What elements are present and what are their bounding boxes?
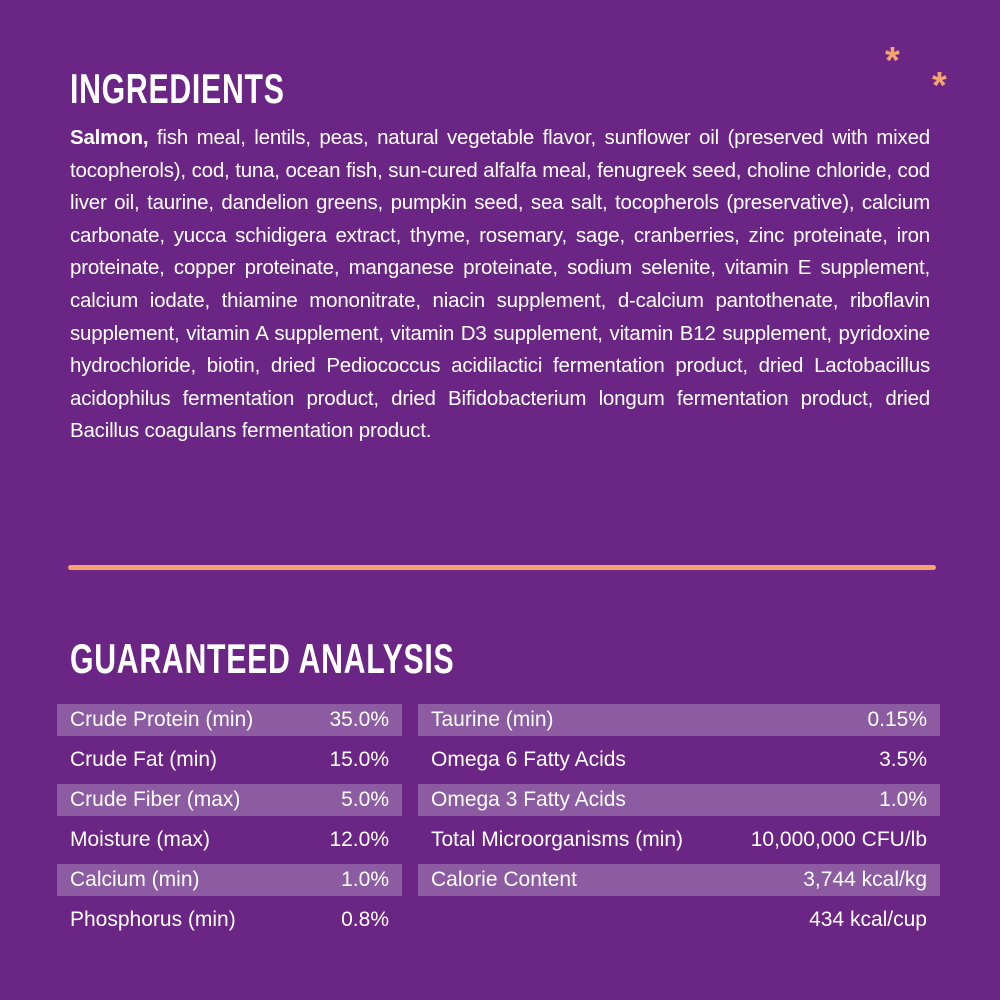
analysis-table: Taurine (min) 0.15% Omega 6 Fatty Acids 3.5… [418, 704, 940, 944]
analysis-row: 434 kcal/cup [418, 904, 940, 936]
analysis-row: Taurine (min) 0.15% [418, 704, 940, 736]
analysis-row: Omega 3 Fatty Acids 1.0% [418, 784, 940, 816]
analysis-row: Omega 6 Fatty Acids 3.5% [418, 744, 940, 776]
nutrient-value: 12.0% [329, 828, 389, 851]
analysis-row: Calorie Content 3,744 kcal/kg [418, 864, 940, 896]
section-title: INGREDIENTS [70, 65, 285, 112]
decor-star: * [885, 40, 900, 82]
analysis-row: Total Microorganisms (min) 10,000,000 CFU… [418, 824, 940, 856]
analysis-row: Calcium (min) 1.0% [57, 864, 402, 896]
analysis-row: Crude Fat (min) 15.0% [57, 744, 402, 776]
nutrient-value: 10,000,000 CFU/lb [750, 828, 927, 851]
nutrient-value: 3.5% [879, 748, 927, 771]
lead-ingredient: Salmon, [70, 126, 149, 149]
nutrient-value: 15.0% [329, 748, 389, 771]
section-title: GUARANTEED ANALYSIS [70, 635, 455, 682]
nutrient-value: 35.0% [329, 708, 389, 731]
nutrient-name: Omega 3 Fatty Acids [431, 788, 626, 811]
nutrient-value: 1.0% [341, 868, 389, 891]
analysis-row: Phosphorus (min) 0.8% [57, 904, 402, 936]
nutrient-name: Moisture (max) [70, 828, 211, 851]
nutrient-name: Crude Fat (min) [70, 748, 218, 771]
nutrient-value: 5.0% [341, 788, 389, 811]
analysis-row: Moisture (max) 12.0% [57, 824, 402, 856]
nutrient-value: 1.0% [879, 788, 927, 811]
nutrient-name: Calcium (min) [70, 868, 200, 891]
nutrient-name: Taurine (min) [431, 708, 554, 731]
nutrient-value: 0.8% [341, 908, 389, 931]
ingredients-text: Salmon, fish meal, lentils, peas, natura… [70, 122, 930, 448]
analysis-row: Crude Protein (min) 35.0% [57, 704, 402, 736]
nutrient-value: 434 kcal/cup [809, 908, 927, 931]
analysis-row: Crude Fiber (max) 5.0% [57, 784, 402, 816]
analysis-table: Crude Protein (min) 35.0% Crude Fat (min) 1… [57, 704, 402, 944]
nutrient-name: Omega 6 Fatty Acids [431, 748, 626, 771]
nutrient-name: Total Microorganisms (min) [431, 828, 684, 851]
nutrient-name: Calorie Content [431, 868, 577, 891]
nutrient-name: Phosphorus (min) [70, 908, 236, 931]
nutrient-value: 0.15% [867, 708, 927, 731]
nutrient-name: Crude Protein (min) [70, 708, 254, 731]
divider [68, 565, 936, 570]
ingredients-list: fish meal, lentils, peas, natural vegeta… [70, 126, 930, 443]
nutrient-value: 3,744 kcal/kg [803, 868, 927, 891]
nutrient-name: Crude Fiber (max) [70, 788, 241, 811]
decor-star: * [932, 65, 947, 107]
